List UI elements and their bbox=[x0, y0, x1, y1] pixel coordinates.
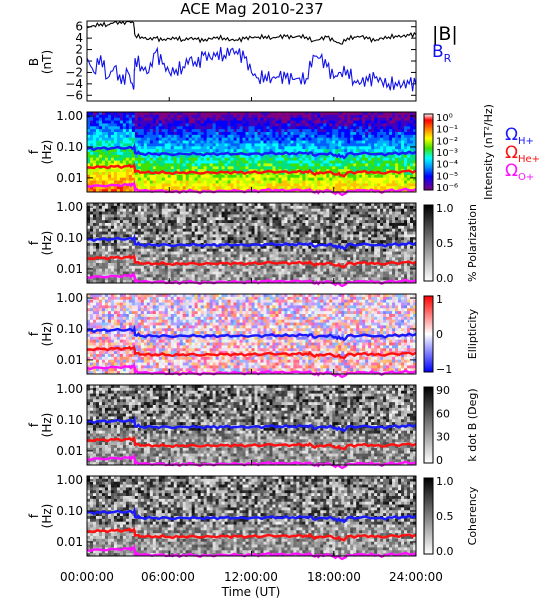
colorbar-tick-label: 30 bbox=[436, 431, 450, 444]
colorbar bbox=[424, 205, 433, 281]
y-tick-label: 0.01 bbox=[56, 171, 83, 185]
colorbar-tick-label: 10⁻⁴ bbox=[436, 160, 458, 171]
y-tick-label: 1.00 bbox=[56, 109, 83, 123]
y-tick-label: 1.00 bbox=[56, 291, 83, 305]
y-tick-label: 1.00 bbox=[56, 473, 83, 487]
y-tick-label: 0.10 bbox=[56, 504, 83, 518]
x-tick-label: 12:00:00 bbox=[224, 570, 278, 584]
x-tick-label: 18:00:00 bbox=[307, 570, 361, 584]
colorbar-tick-label: 1 bbox=[436, 293, 443, 306]
colorbar-label: Ellipticity bbox=[466, 308, 479, 359]
svg-text:f: f bbox=[27, 240, 41, 245]
y-tick-label: 0.10 bbox=[56, 140, 83, 154]
svg-text:(Hz): (Hz) bbox=[40, 140, 54, 165]
colorbar-tick-label: 10⁻² bbox=[436, 136, 458, 147]
f-axis-label: f (Hz) bbox=[27, 140, 54, 165]
bmag-line bbox=[87, 22, 416, 44]
y-tick-label: 0.01 bbox=[56, 353, 83, 367]
colorbar-label: Intensity (nT²/Hz) bbox=[482, 104, 495, 200]
y-tick-label: 1.00 bbox=[56, 200, 83, 214]
colorbar-tick-label: 0.0 bbox=[436, 545, 454, 558]
x-tick-label: 00:00:00 bbox=[60, 570, 114, 584]
svg-text:B: B bbox=[27, 58, 41, 66]
br-legend: BR bbox=[432, 42, 452, 65]
colorbar-tick-label: 1.0 bbox=[436, 202, 454, 215]
colorbar-tick-label: −1 bbox=[436, 363, 452, 376]
k-dot-b-panel: f (Hz) 1.00 0.10 0.01 90 60 30 0 k dot B (Deg) bbox=[27, 382, 479, 468]
y-tick-label: 1.00 bbox=[56, 382, 83, 396]
colorbar-tick-label: 10⁻⁶ bbox=[436, 183, 458, 194]
colorbar-tick-label: 10⁻⁵ bbox=[436, 171, 458, 182]
y-tick-label: 0.10 bbox=[56, 322, 83, 336]
colorbar-tick-label: 10⁻¹ bbox=[436, 125, 458, 136]
power-spectrum-panel: f (Hz) 1.00 0.10 0.01 10⁰10⁻¹10⁻²10⁻³10⁻⁴10⁻⁵… bbox=[27, 104, 495, 200]
colorbar-tick-label: 0 bbox=[436, 328, 443, 341]
colorbar bbox=[424, 387, 433, 463]
f-axis-label: f (Hz) bbox=[27, 231, 54, 256]
colorbar bbox=[424, 114, 433, 190]
y-tick-label: 0.01 bbox=[56, 535, 83, 549]
ellipticity-panel: f (Hz) 1.00 0.10 0.01 1 0 −1 Ellipticity bbox=[27, 291, 479, 377]
colorbar-label: Coherency bbox=[466, 486, 479, 545]
colorbar-label: k dot B (Deg) bbox=[466, 388, 479, 461]
y-tick-label: 0.01 bbox=[56, 262, 83, 276]
colorbar-tick-label: 10⁻³ bbox=[436, 148, 458, 159]
svg-text:(nT): (nT) bbox=[40, 50, 54, 74]
bfield-ylabel: B (nT) bbox=[27, 50, 54, 74]
colorbar-tick-label: 90 bbox=[436, 384, 450, 397]
x-axis: 00:00:00 06:00:00 12:00:00 18:00:00 24:0… bbox=[60, 570, 443, 599]
x-tick-label: 24:00:00 bbox=[389, 570, 443, 584]
colorbar-tick-label: 10⁰ bbox=[436, 113, 453, 124]
y-tick-label: −6 bbox=[65, 88, 83, 102]
plot-title: ACE Mag 2010-237 bbox=[180, 0, 323, 18]
f-axis-label: f (Hz) bbox=[27, 504, 54, 529]
svg-text:(Hz): (Hz) bbox=[40, 231, 54, 256]
f-axis-label: f (Hz) bbox=[27, 322, 54, 347]
colorbar-tick-label: 0.5 bbox=[436, 237, 454, 250]
colorbar bbox=[424, 478, 433, 554]
y-tick-label: 0.01 bbox=[56, 444, 83, 458]
colorbar-tick-label: 0 bbox=[436, 454, 443, 467]
colorbar-label: % Polarization bbox=[466, 204, 479, 282]
svg-text:f: f bbox=[27, 149, 41, 154]
x-axis-label: Time (UT) bbox=[221, 585, 281, 599]
ion-legend: ΩH+ ΩHe+ ΩO+ bbox=[505, 125, 540, 183]
br-line bbox=[87, 47, 416, 91]
bfield-legend: |B| BR bbox=[432, 23, 458, 65]
bfield-axes-frame bbox=[87, 21, 416, 101]
y-tick-label: 0.10 bbox=[56, 231, 83, 245]
polarization-panel: f (Hz) 1.00 0.10 0.01 1.0 0.5 0.0 % Polarization bbox=[27, 200, 479, 286]
colorbar-tick-label: 60 bbox=[436, 407, 450, 420]
x-tick-label: 06:00:00 bbox=[141, 570, 195, 584]
colorbar-tick-label: 0.0 bbox=[436, 272, 454, 285]
colorbar-tick-label: 1.0 bbox=[436, 475, 454, 488]
coherency-panel: f (Hz) 1.00 0.10 0.01 1.0 0.5 0.0 Coherency bbox=[27, 473, 479, 559]
colorbar bbox=[424, 296, 433, 372]
colorbar-tick-label: 0.5 bbox=[436, 510, 454, 523]
f-axis-label: f (Hz) bbox=[27, 413, 54, 438]
y-tick-label: 0.10 bbox=[56, 413, 83, 427]
